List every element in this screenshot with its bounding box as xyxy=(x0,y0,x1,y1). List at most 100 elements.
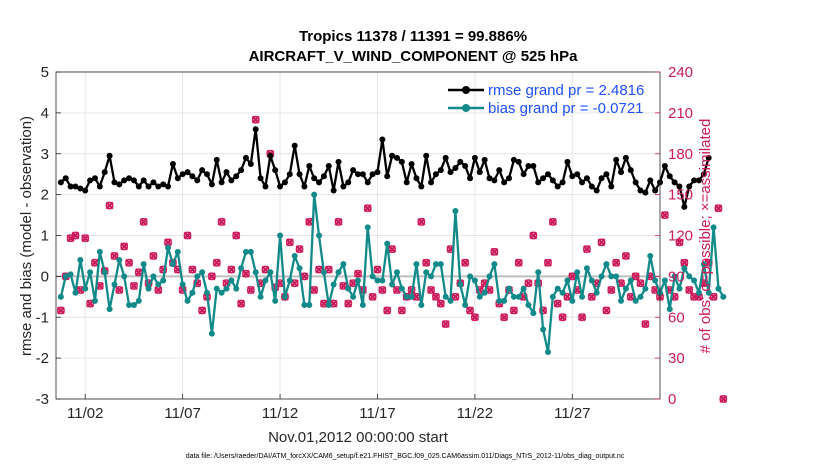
bias-point xyxy=(218,289,225,296)
rmse-point xyxy=(457,158,464,165)
rmse-point xyxy=(189,173,196,180)
obs-possible-point xyxy=(524,279,533,288)
obs-possible-point xyxy=(466,306,474,315)
obs-assimilated-point xyxy=(412,292,421,301)
rmse-point xyxy=(199,167,206,174)
y-tick-label-left: 5 xyxy=(41,64,49,81)
rmse-point xyxy=(340,183,347,190)
obs-assimilated-point xyxy=(558,313,567,322)
bias-point xyxy=(608,273,615,280)
obs-possible-point xyxy=(110,251,119,260)
bias-point xyxy=(335,269,342,276)
rmse-point xyxy=(432,171,439,178)
rmse-point xyxy=(691,177,698,184)
rmse-point xyxy=(218,179,225,186)
bias-point xyxy=(145,285,152,292)
obs-assimilated-point xyxy=(451,292,460,301)
legend: rmse grand pr = 2.4816 bias grand pr = -… xyxy=(448,82,644,117)
y-tick-label-left: -2 xyxy=(36,350,49,367)
obs-possible-point xyxy=(621,251,630,260)
rmse-point xyxy=(252,126,259,133)
rmse-point xyxy=(320,173,327,180)
rmse-point xyxy=(355,171,361,178)
obs-assimilated-point xyxy=(354,269,362,278)
obs-possible-point xyxy=(290,279,299,288)
rmse-point xyxy=(452,165,459,172)
rmse-point xyxy=(150,179,157,186)
bias-point xyxy=(262,277,269,284)
rmse-point xyxy=(306,163,313,170)
obs-assimilated-point xyxy=(71,231,80,240)
y-tick-label-left: 3 xyxy=(41,146,49,163)
rmse-point xyxy=(208,181,215,188)
obs-possible-point xyxy=(105,201,114,210)
bias-point xyxy=(452,207,459,214)
bias-point xyxy=(57,293,64,300)
bias-point xyxy=(184,297,191,304)
obs-assimilated-point xyxy=(563,292,572,301)
bias-point xyxy=(520,285,527,292)
obs-assimilated-point xyxy=(582,245,591,254)
bias-point xyxy=(491,261,498,268)
obs-assimilated-point xyxy=(139,217,148,226)
rmse-point xyxy=(91,175,98,182)
obs-possible-point xyxy=(86,299,95,308)
obs-assimilated-point xyxy=(368,292,377,301)
y-tick-label-left: 1 xyxy=(41,228,49,245)
obs-possible-point xyxy=(461,258,470,267)
bias-point xyxy=(579,293,586,300)
rmse-point xyxy=(481,156,488,163)
obs-possible-point xyxy=(120,242,129,251)
obs-assimilated-point xyxy=(120,242,129,251)
bias-point xyxy=(408,293,415,300)
bias-point xyxy=(506,285,512,292)
rmse-point xyxy=(135,183,142,190)
obs-assimilated-point xyxy=(626,292,635,301)
obs-assimilated-point xyxy=(422,258,431,267)
obs-possible-point xyxy=(373,265,382,274)
bias-point xyxy=(91,297,98,304)
obs-assimilated-point xyxy=(227,265,236,274)
obs-assimilated-point xyxy=(305,217,314,226)
obs-possible-point xyxy=(427,286,436,294)
rmse-point xyxy=(379,136,386,143)
bias-point xyxy=(77,257,84,264)
obs-assimilated-point xyxy=(607,286,616,294)
rmse-point xyxy=(598,175,605,182)
obs-possible-point xyxy=(544,258,552,267)
bias-point xyxy=(510,293,517,300)
obs-possible-point xyxy=(436,299,445,308)
y-tick-label-right: 240 xyxy=(668,64,693,81)
chart-title-line2: AIRCRAFT_V_WIND_COMPONENT @ 525 hPa xyxy=(249,48,579,65)
rmse-point xyxy=(72,183,79,190)
bias-point xyxy=(705,289,712,296)
rmse-point xyxy=(169,160,176,167)
bias-point xyxy=(686,273,693,280)
obs-possible-point xyxy=(334,217,343,226)
rmse-point xyxy=(462,163,469,170)
obs-assimilated-point xyxy=(397,306,406,315)
obs-assimilated-point xyxy=(427,286,436,294)
obs-possible-point xyxy=(295,245,304,254)
chart-title-line1: Tropics 11378 / 11391 = 99.886% xyxy=(299,28,527,45)
bias-point xyxy=(257,293,264,300)
obs-possible-point xyxy=(237,299,246,308)
obs-assimilated-point xyxy=(587,292,596,301)
obs-assimilated-point xyxy=(344,299,353,308)
obs-possible-point xyxy=(129,281,138,290)
y-tick-label-right: 60 xyxy=(668,309,685,326)
rmse-point xyxy=(106,152,113,159)
obs-assimilated-point xyxy=(612,258,621,267)
bias-point xyxy=(121,273,128,280)
rmse-point xyxy=(525,163,532,170)
obs-assimilated-point xyxy=(310,286,319,294)
rmse-point xyxy=(418,183,425,190)
bias-point xyxy=(681,265,688,272)
obs-possible-point xyxy=(115,286,124,294)
obs-possible-point xyxy=(675,238,684,247)
bias-point xyxy=(238,265,245,272)
rmse-point xyxy=(613,156,620,163)
bias-point xyxy=(82,285,89,292)
rmse-point xyxy=(67,183,74,190)
